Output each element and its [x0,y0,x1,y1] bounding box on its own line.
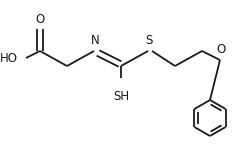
Text: O: O [216,43,226,56]
Text: S: S [145,34,153,47]
Text: SH: SH [113,90,129,103]
Text: O: O [35,13,45,26]
Text: N: N [91,34,99,47]
Text: HO: HO [0,52,18,65]
